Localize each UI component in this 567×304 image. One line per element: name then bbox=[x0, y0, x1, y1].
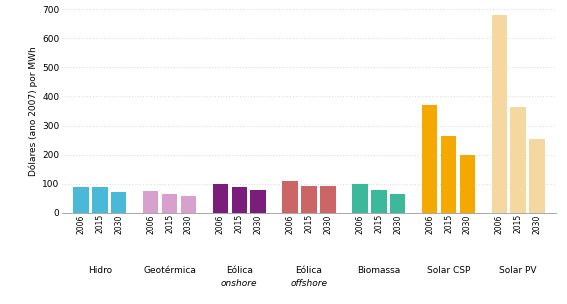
Text: Hidro: Hidro bbox=[88, 266, 112, 275]
Bar bbox=[510, 107, 526, 213]
Bar bbox=[162, 194, 177, 213]
Text: onshore: onshore bbox=[221, 279, 257, 288]
Bar bbox=[213, 184, 228, 213]
Bar bbox=[492, 15, 507, 213]
Bar bbox=[143, 191, 158, 213]
Bar bbox=[111, 192, 126, 213]
Text: Geotérmica: Geotérmica bbox=[143, 266, 196, 275]
Text: Eólica: Eólica bbox=[295, 266, 323, 275]
Bar bbox=[301, 186, 317, 213]
Bar bbox=[251, 189, 266, 213]
Bar bbox=[390, 194, 405, 213]
Text: offshore: offshore bbox=[290, 279, 328, 288]
Bar bbox=[371, 189, 387, 213]
Bar bbox=[422, 105, 437, 213]
Text: Solar CSP: Solar CSP bbox=[427, 266, 470, 275]
Bar bbox=[282, 181, 298, 213]
Text: Eólica: Eólica bbox=[226, 266, 253, 275]
Bar bbox=[231, 187, 247, 213]
Text: Solar PV: Solar PV bbox=[500, 266, 537, 275]
Y-axis label: Dólares (ano 2007) por MWh: Dólares (ano 2007) por MWh bbox=[29, 46, 38, 176]
Bar bbox=[181, 196, 196, 213]
Bar bbox=[92, 187, 108, 213]
Bar bbox=[352, 184, 367, 213]
Bar bbox=[73, 187, 88, 213]
Bar bbox=[320, 186, 336, 213]
Bar bbox=[460, 155, 475, 213]
Bar bbox=[530, 139, 545, 213]
Bar bbox=[441, 136, 456, 213]
Text: Biomassa: Biomassa bbox=[357, 266, 400, 275]
